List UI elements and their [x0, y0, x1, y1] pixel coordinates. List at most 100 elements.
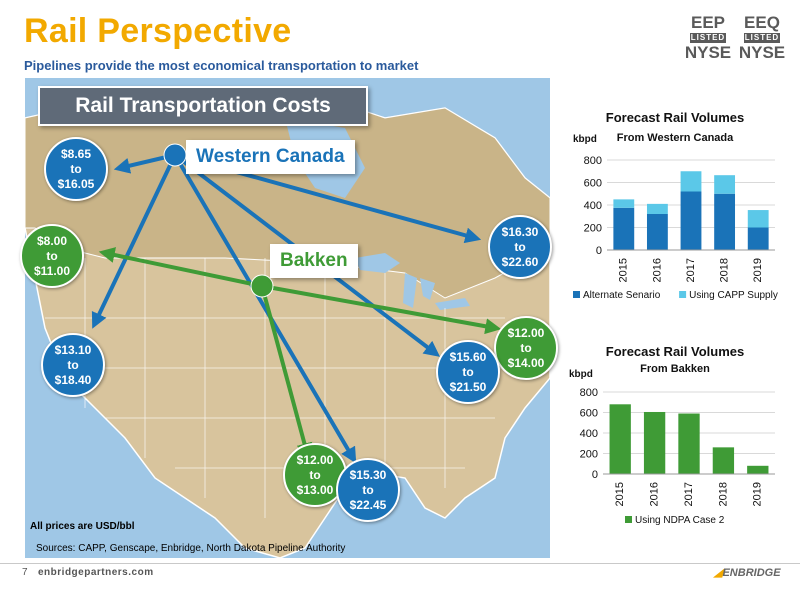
price-low: $13.10: [54, 342, 92, 357]
y-tick-label: 800: [580, 387, 598, 399]
x-tick-label: 2019: [752, 482, 764, 506]
footer-url[interactable]: enbridgepartners.com: [38, 567, 154, 578]
y-tick-label: 600: [580, 408, 598, 420]
price-bubble: $12.00 to $14.00: [494, 316, 558, 380]
chart-title: Forecast Rail Volumes: [606, 110, 744, 125]
legend-swatch: [573, 291, 580, 298]
page-subtitle: Pipelines provide the most economical tr…: [24, 58, 419, 73]
bar: [678, 413, 700, 474]
price-to: to: [309, 467, 321, 482]
bar: [643, 411, 666, 474]
page-number: 7: [22, 567, 28, 578]
price-bubble: $15.60 to $21.50: [436, 340, 500, 404]
y-axis-label: kbpd: [573, 134, 597, 145]
price-bubble: $16.30 to $22.60: [488, 215, 552, 279]
badge-listed: LISTED: [690, 33, 726, 43]
y-tick-label: 200: [580, 449, 598, 461]
price-high: $14.00: [507, 355, 545, 370]
eeq-nyse-badge: EEQ LISTED NYSE: [738, 14, 786, 62]
x-tick-label: 2015: [614, 482, 626, 506]
price-high: $18.40: [54, 372, 92, 387]
badge-ticker: EEQ: [744, 13, 780, 32]
price-low: $16.30: [501, 224, 539, 239]
y-tick-label: 0: [596, 245, 602, 257]
bar: [714, 175, 736, 194]
badge-exchange: NYSE: [684, 43, 732, 62]
price-to: to: [70, 161, 82, 176]
logo-text: ENBRIDGE: [722, 567, 781, 579]
price-high: $22.45: [349, 497, 387, 512]
bar: [609, 404, 631, 474]
bar: [680, 171, 702, 192]
enbridge-logo: ◢ENBRIDGE: [714, 567, 781, 579]
price-low: $15.30: [349, 467, 387, 482]
bar: [680, 191, 702, 250]
x-tick-label: 2018: [717, 482, 729, 506]
x-tick-label: 2017: [683, 482, 695, 506]
price-bubble: $8.65 to $16.05: [44, 137, 108, 201]
x-tick-label: 2016: [651, 258, 663, 282]
x-tick-label: 2015: [618, 258, 630, 282]
bar: [747, 227, 769, 250]
bakken-chart: Forecast Rail Volumes From Bakken kbpd 0…: [565, 336, 785, 536]
bar: [747, 210, 769, 228]
chart-subtitle: From Bakken: [640, 363, 710, 375]
price-high: $21.50: [449, 379, 487, 394]
y-tick-label: 200: [584, 223, 602, 235]
bar: [712, 447, 735, 474]
western-canada-chart-svg: Forecast Rail Volumes From Western Canad…: [573, 110, 778, 301]
price-low: $8.65: [60, 146, 92, 161]
price-low: $12.00: [507, 325, 545, 340]
price-high: $13.00: [296, 482, 334, 497]
legend-entry: Using NDPA Case 2: [635, 515, 725, 526]
y-tick-label: 400: [584, 200, 602, 212]
price-bubble: $13.10 to $18.40: [41, 333, 105, 397]
bakken-label: Bakken: [270, 244, 358, 278]
price-bubble: $8.00 to $11.00: [20, 224, 84, 288]
x-tick-label: 2018: [719, 258, 731, 282]
bar: [646, 203, 668, 214]
chart-title: Forecast Rail Volumes: [606, 344, 744, 359]
price-high: $16.05: [57, 176, 95, 191]
price-bubble: $15.30 to $22.45: [336, 458, 400, 522]
price-to: to: [520, 340, 532, 355]
western-canada-label: Western Canada: [186, 140, 355, 174]
price-low: $12.00: [296, 452, 334, 467]
x-tick-label: 2017: [685, 258, 697, 282]
price-to: to: [362, 482, 374, 497]
bar: [747, 465, 769, 474]
y-tick-label: 600: [584, 178, 602, 190]
bar: [646, 214, 668, 250]
x-tick-label: 2019: [752, 258, 764, 282]
price-note: All prices are USD/bbl: [30, 521, 135, 532]
bar: [613, 207, 635, 250]
price-to: to: [514, 239, 526, 254]
price-to: to: [67, 357, 79, 372]
legend-entry: Using CAPP Supply: [689, 290, 778, 301]
y-axis-label: kbpd: [569, 369, 593, 380]
badge-exchange: NYSE: [738, 43, 786, 62]
sources-text: Sources: CAPP, Genscape, Enbridge, North…: [36, 543, 346, 554]
chart-subtitle: From Western Canada: [617, 132, 734, 144]
page-title: Rail Perspective: [24, 12, 292, 50]
y-tick-label: 0: [592, 469, 598, 481]
bakken-chart-svg: Forecast Rail Volumes From Bakken kbpd 0…: [569, 344, 775, 526]
price-high: $11.00: [33, 263, 71, 278]
legend-entry: Alternate Senario: [583, 290, 661, 301]
badge-ticker: EEP: [690, 13, 726, 32]
x-tick-label: 2016: [649, 482, 661, 506]
price-low: $8.00: [36, 233, 68, 248]
bar: [613, 199, 635, 208]
legend-swatch: [679, 291, 687, 298]
price-high: $22.60: [501, 254, 539, 269]
eep-nyse-badge: EEP LISTED NYSE: [684, 14, 732, 62]
price-to: to: [46, 248, 58, 263]
y-tick-label: 800: [584, 155, 602, 167]
rail-costs-banner: Rail Transportation Costs: [38, 86, 368, 126]
price-to: to: [462, 364, 474, 379]
price-low: $15.60: [449, 349, 487, 364]
legend-swatch: [625, 516, 632, 523]
western-canada-chart: Forecast Rail Volumes From Western Canad…: [565, 98, 785, 318]
bar: [714, 193, 736, 250]
y-tick-label: 400: [580, 428, 598, 440]
